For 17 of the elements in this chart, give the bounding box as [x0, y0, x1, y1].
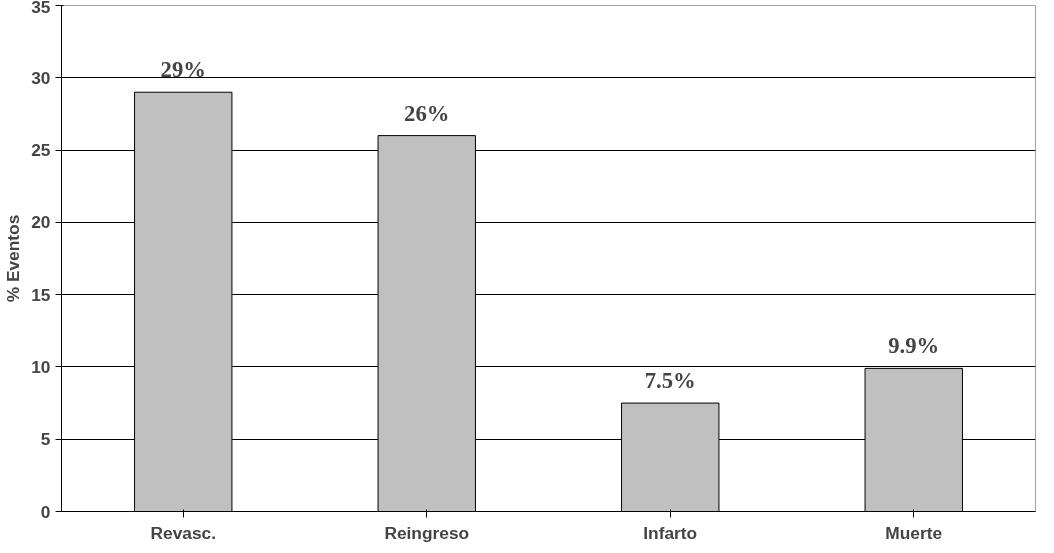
- x-tick-label: Infarto: [643, 522, 698, 543]
- data-label: 9.9%: [888, 333, 940, 359]
- y-tick-label: 25: [31, 140, 51, 161]
- data-label: 7.5%: [644, 368, 696, 394]
- y-tick-label: 15: [31, 284, 51, 305]
- x-tick-label: Revasc.: [150, 522, 217, 543]
- y-tick-label: 10: [31, 356, 51, 377]
- y-tick-label: 30: [31, 67, 51, 88]
- y-tick-label: 0: [40, 501, 51, 522]
- data-label: 26%: [404, 100, 450, 126]
- y-tick-label: 20: [31, 212, 51, 233]
- x-tick-label: Muerte: [885, 522, 943, 543]
- y-tick-label: 5: [40, 429, 51, 450]
- x-tick-label: Reingreso: [384, 522, 470, 543]
- y-tick-label: 35: [31, 0, 51, 17]
- y-axis-title: % Eventos: [3, 214, 24, 303]
- data-label: 29%: [160, 57, 206, 83]
